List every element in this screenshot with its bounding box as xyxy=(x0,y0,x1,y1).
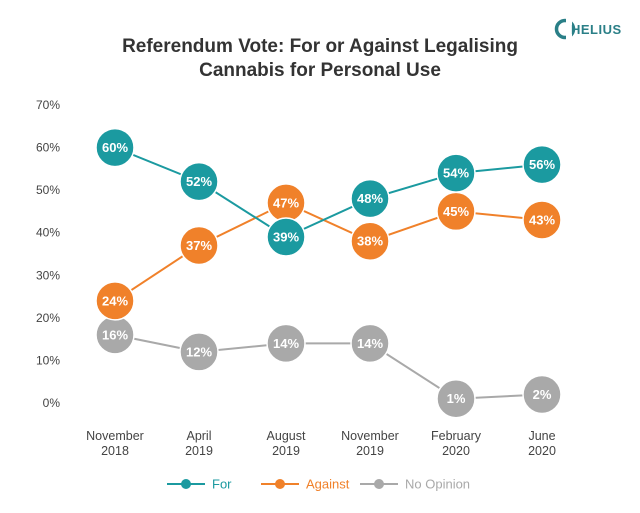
legend-swatch-marker xyxy=(181,479,191,489)
data-label: 38% xyxy=(357,234,383,249)
data-label: 47% xyxy=(273,195,299,210)
x-tick-label: 2019 xyxy=(185,444,213,458)
x-tick-label: November xyxy=(341,429,399,443)
data-label: 60% xyxy=(102,140,128,155)
data-point xyxy=(350,178,390,219)
x-tick-label: 2020 xyxy=(442,444,470,458)
data-point xyxy=(179,225,219,266)
data-point xyxy=(266,323,306,364)
series-line xyxy=(114,333,543,400)
data-point xyxy=(95,127,135,168)
x-axis: November2018April2019August2019November2… xyxy=(86,429,556,458)
x-tick-label: 2019 xyxy=(356,444,384,458)
y-tick-label: 0% xyxy=(43,396,61,410)
data-label: 39% xyxy=(273,229,299,244)
y-tick-label: 10% xyxy=(36,353,60,367)
y-tick-label: 50% xyxy=(36,183,60,197)
data-point xyxy=(436,378,476,419)
x-tick-label: February xyxy=(431,429,482,443)
data-point xyxy=(179,332,219,372)
helius-logo: HELIUS xyxy=(554,18,622,40)
y-tick-label: 20% xyxy=(36,311,60,325)
chart-title-line-2: Cannabis for Personal Use xyxy=(199,60,441,81)
data-point xyxy=(522,374,562,415)
y-tick-label: 40% xyxy=(36,226,60,240)
chart-title-line-1: Referendum Vote: For or Against Legalisi… xyxy=(122,36,518,57)
legend: For Against No Opinion xyxy=(167,477,470,492)
data-label: 56% xyxy=(529,157,555,172)
data-point xyxy=(179,161,219,202)
data-label: 45% xyxy=(443,204,469,219)
data-point xyxy=(350,221,390,261)
y-tick-label: 30% xyxy=(36,268,60,282)
legend-label: For xyxy=(212,477,232,492)
y-axis: 0% 10% 20% 30% 40% 50% 60% 70% xyxy=(36,98,60,410)
series-lines xyxy=(114,146,543,400)
y-tick-label: 70% xyxy=(36,98,60,112)
x-tick-label: 2020 xyxy=(528,444,556,458)
x-tick-label: 2018 xyxy=(101,444,129,458)
data-label: 16% xyxy=(102,327,128,342)
x-tick-label: April xyxy=(186,429,211,443)
data-label: 14% xyxy=(273,336,299,351)
data-label: 43% xyxy=(529,212,555,227)
helius-logo-text: HELIUS xyxy=(571,22,622,37)
legend-label: No Opinion xyxy=(405,477,470,492)
x-tick-label: November xyxy=(86,429,144,443)
data-label: 37% xyxy=(186,238,212,253)
data-label: 12% xyxy=(186,344,212,359)
data-point xyxy=(266,217,306,257)
helius-logo-mark xyxy=(554,18,576,40)
data-label: 52% xyxy=(186,174,212,189)
x-tick-label: August xyxy=(267,429,306,443)
data-label: 24% xyxy=(102,293,128,308)
legend-swatch-marker xyxy=(275,479,285,489)
x-tick-label: June xyxy=(528,429,555,443)
data-label: 1% xyxy=(447,391,466,406)
series-line xyxy=(114,146,543,239)
data-point xyxy=(522,200,562,240)
y-tick-label: 60% xyxy=(36,141,60,155)
data-point xyxy=(95,281,135,321)
data-label: 14% xyxy=(357,336,383,351)
legend-label: Against xyxy=(306,477,350,492)
x-tick-label: 2019 xyxy=(272,444,300,458)
series-points: 16% 12% 14% 14% 1% 2% 24% 37% 47% 38% 45% 43% 60% 52%… xyxy=(95,127,562,419)
data-label: 2% xyxy=(533,387,552,402)
data-label: 48% xyxy=(357,191,383,206)
data-point xyxy=(436,153,476,193)
data-label: 54% xyxy=(443,166,469,181)
legend-swatch-marker xyxy=(374,479,384,489)
data-point xyxy=(350,323,390,364)
data-point xyxy=(522,144,562,185)
